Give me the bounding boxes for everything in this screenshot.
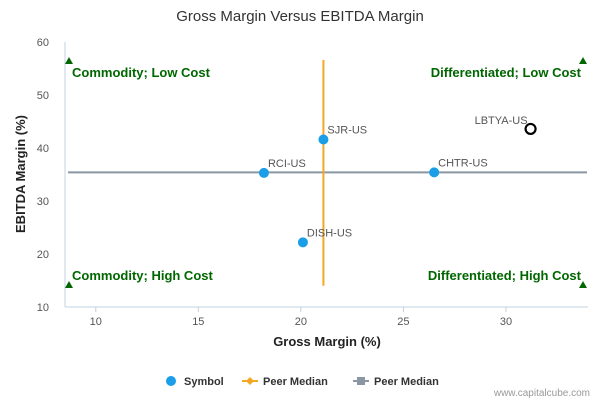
x-tick-label: 25: [397, 316, 409, 328]
quadrant-marker-triangle-icon: [579, 281, 587, 288]
legend-item[interactable]: Symbol: [166, 376, 224, 388]
quadrant-label-top-right: Differentiated; Low Cost: [431, 65, 582, 80]
legend-label: Peer Median: [263, 376, 328, 388]
data-point-label: LBTYA-US: [475, 115, 528, 127]
data-point-highlight[interactable]: [524, 122, 537, 136]
y-tick-label: 50: [37, 90, 49, 102]
y-tick-label: 30: [37, 196, 49, 208]
data-points: SJR-US RCI-US CHTR-US DISH-US LBTYA-US: [258, 115, 537, 248]
quadrant-marker-triangle-icon: [65, 281, 73, 288]
legend-diamond-icon: [246, 377, 254, 385]
legend-item[interactable]: Peer Median: [242, 376, 328, 388]
data-point[interactable]: [318, 134, 329, 145]
x-tick-label: 15: [192, 316, 204, 328]
y-tick-label: 60: [37, 37, 49, 49]
x-tick-label: 20: [295, 316, 307, 328]
quadrant-label-top-left: Commodity; Low Cost: [72, 65, 211, 80]
legend[interactable]: Symbol Peer Median Peer Median: [166, 376, 439, 388]
legend-label: Symbol: [184, 376, 224, 388]
quadrant-label-bottom-left: Commodity; High Cost: [72, 268, 213, 283]
y-axis-title: EBITDA Margin (%): [13, 115, 28, 233]
credit: www.capitalcube.com: [493, 388, 590, 399]
quadrant-marker-triangle-icon: [65, 57, 73, 64]
y-tick-label: 40: [37, 143, 49, 155]
y-axis-ticks: 10 20 30 40 50 60: [37, 37, 49, 314]
x-tick-label: 10: [90, 316, 102, 328]
x-tick-label: 30: [500, 316, 512, 328]
x-axis-ticks: 10 15 20 25 30: [90, 307, 512, 328]
chart-title: Gross Margin Versus EBITDA Margin: [176, 8, 424, 25]
y-tick-label: 10: [37, 302, 49, 314]
x-axis-title: Gross Margin (%): [273, 334, 381, 349]
data-point[interactable]: [429, 167, 440, 178]
legend-item[interactable]: Peer Median: [353, 376, 439, 388]
data-point-label: CHTR-US: [438, 157, 488, 169]
quadrant-labels: Commodity; Low Cost Differentiated; Low C…: [65, 57, 587, 288]
y-tick-label: 20: [37, 249, 49, 261]
data-point-label: SJR-US: [327, 125, 367, 137]
quadrant-marker-triangle-icon: [579, 57, 587, 64]
peer-median-lines: [68, 60, 587, 286]
quadrant-label-bottom-right: Differentiated; High Cost: [428, 268, 582, 283]
data-point-label: RCI-US: [268, 158, 306, 170]
legend-square-icon: [357, 377, 365, 385]
data-point-label: DISH-US: [307, 227, 352, 239]
legend-symbol-icon: [166, 376, 176, 386]
axes: [64, 42, 588, 308]
data-point[interactable]: [258, 167, 269, 178]
data-point[interactable]: [297, 237, 308, 248]
legend-label: Peer Median: [374, 376, 439, 388]
